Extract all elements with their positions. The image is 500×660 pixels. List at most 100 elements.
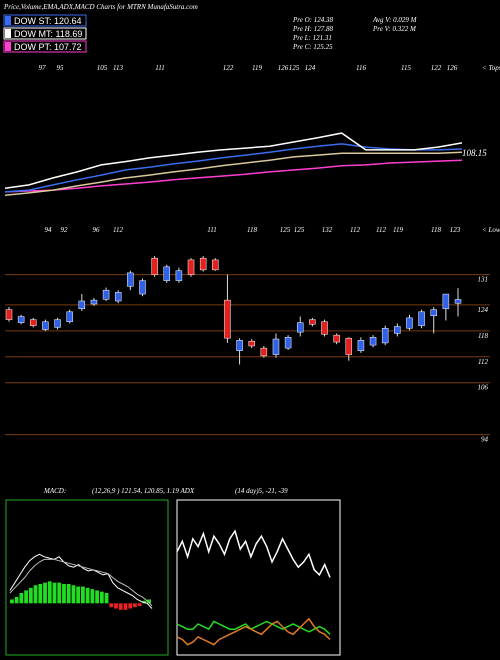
panel-title: MACD: <box>43 487 66 495</box>
top-label: 95 <box>57 64 65 72</box>
histogram-bar <box>99 591 104 604</box>
histogram-bar <box>95 590 99 604</box>
histogram-bar <box>38 583 43 604</box>
histogram-bar <box>33 585 38 604</box>
histogram-bar <box>133 603 137 608</box>
histogram-bar <box>123 603 128 610</box>
candle-body <box>272 338 280 355</box>
line <box>176 529 331 578</box>
low-label: 119 <box>393 226 403 234</box>
histogram-bar <box>109 603 114 608</box>
y-tick-label: 118 <box>478 332 488 340</box>
histogram-bar <box>66 583 71 604</box>
top-label: 119 <box>252 64 262 72</box>
legend-box <box>3 14 87 27</box>
candle-body <box>151 257 158 275</box>
low-label: 118 <box>431 226 441 234</box>
candle-body <box>236 340 243 351</box>
low-label: 125 <box>294 226 305 234</box>
y-tick-label: 112 <box>478 358 488 366</box>
candle-body <box>357 340 365 351</box>
line <box>4 151 463 196</box>
candle-body <box>78 300 86 310</box>
histogram-bar <box>81 586 85 604</box>
candle-body <box>454 299 462 304</box>
low-label: 96 <box>93 226 101 234</box>
legend-swatch <box>5 29 11 38</box>
annotation: 108.15 <box>462 148 487 158</box>
histogram-bar <box>24 590 28 604</box>
candle-body <box>42 321 49 330</box>
candle-body <box>5 309 13 320</box>
candle-body <box>102 289 110 300</box>
y-tick-label: 94 <box>481 436 489 444</box>
candle-body <box>442 293 450 310</box>
top-label: 116 <box>356 64 366 72</box>
histogram-bar <box>90 589 95 604</box>
low-label: 112 <box>113 226 123 234</box>
candle-body <box>369 337 377 346</box>
candle-body <box>199 257 207 271</box>
y-tick-label: 131 <box>478 276 489 284</box>
tops-caption: < Tops <box>482 64 500 72</box>
candle-body <box>248 340 255 347</box>
stat: Pre H: 127.88 <box>292 25 333 33</box>
histogram-bar <box>85 587 90 604</box>
candle-body <box>309 319 316 325</box>
legend-swatch <box>5 16 11 25</box>
line <box>4 143 463 193</box>
candle-body <box>394 326 401 334</box>
top-label: 105 <box>97 64 108 72</box>
histogram-bar <box>19 593 24 604</box>
top-label: 124 <box>305 64 316 72</box>
page-title: Price,Volume,EMA,ADX,MACD Charts for MTR… <box>3 3 198 11</box>
candle-body <box>114 292 122 302</box>
histogram-bar <box>114 603 118 609</box>
low-label: 92 <box>61 226 69 234</box>
line <box>176 617 331 646</box>
candle-body <box>418 311 425 326</box>
histogram-bar <box>76 586 81 604</box>
low-label: 111 <box>207 226 216 234</box>
candle-body <box>430 309 437 316</box>
panel-title: (14 day)5, -21, -39 <box>235 487 288 495</box>
top-label: 122 <box>431 64 442 72</box>
stat: Pre C: 125.25 <box>292 43 333 51</box>
legend-box <box>3 40 87 53</box>
candle-body <box>224 299 231 339</box>
top-label: 122 <box>223 64 234 72</box>
histogram-bar <box>28 587 33 604</box>
panel-border <box>176 499 341 656</box>
candle-body <box>296 322 304 333</box>
legend-label: DOW PT: 107.72 <box>14 42 82 52</box>
histogram-bar <box>104 593 109 604</box>
candle-body <box>30 319 37 326</box>
histogram-bar <box>71 585 76 604</box>
histogram-bar <box>62 583 66 604</box>
top-label: 125 <box>289 64 300 72</box>
histogram-bar <box>142 600 147 604</box>
top-label: 126 <box>447 64 458 72</box>
y-tick-label: 124 <box>478 306 489 314</box>
low-label: 132 <box>322 226 333 234</box>
candle-body <box>212 259 219 271</box>
histogram-bar <box>14 596 19 604</box>
top-label: 126 <box>278 64 289 72</box>
line <box>9 558 153 607</box>
low-label: 112 <box>376 226 386 234</box>
stat: Pre O: 124.38 <box>292 16 333 24</box>
top-label: 111 <box>155 64 164 72</box>
y-tick-label: 106 <box>478 384 489 392</box>
line <box>176 620 331 635</box>
top-label: 115 <box>401 64 411 72</box>
histogram-bar <box>137 603 142 606</box>
candle-body <box>381 327 389 344</box>
candle-body <box>54 319 61 328</box>
candle-body <box>163 266 171 281</box>
low-label: 112 <box>350 226 360 234</box>
candle-body <box>90 299 98 305</box>
low-label: 123 <box>450 226 461 234</box>
histogram-bar <box>52 582 57 604</box>
legend-box <box>3 27 87 40</box>
top-label: 113 <box>113 64 123 72</box>
